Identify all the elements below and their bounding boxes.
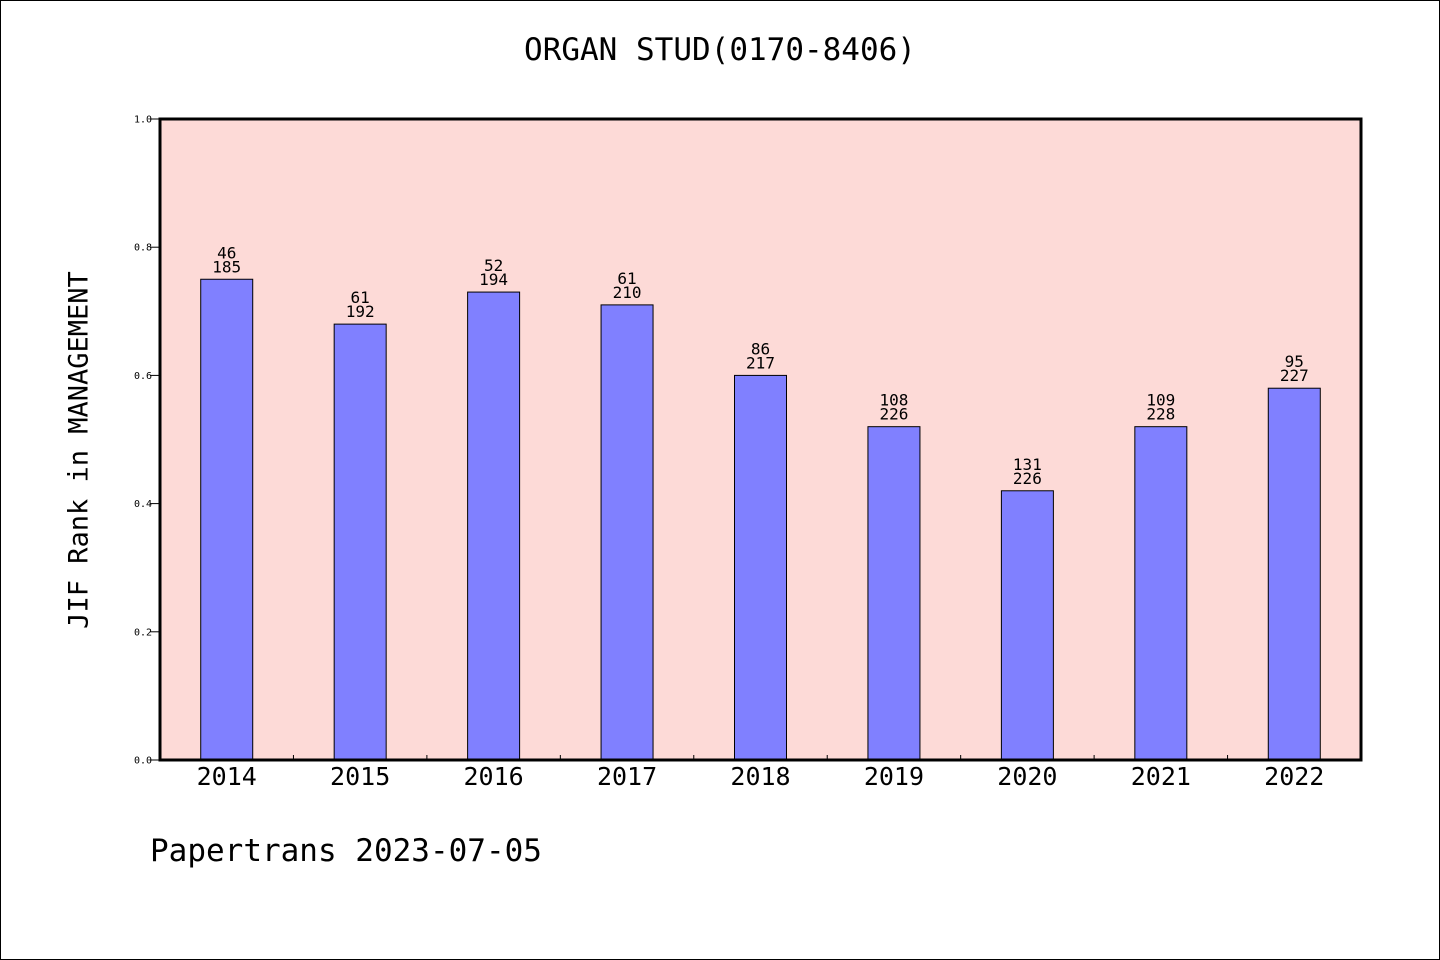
bar-rank-label: 52 [484, 256, 503, 275]
y-tick-label: 1.0 [134, 115, 152, 126]
bar-total-label: 185 [212, 257, 241, 276]
x-tick-label: 2018 [730, 762, 790, 791]
bar-rank-label: 46 [217, 243, 236, 262]
bar [200, 278, 254, 761]
bar-rank-label: 86 [751, 339, 770, 358]
bar-rank-label: 109 [1146, 391, 1175, 410]
bar [600, 304, 654, 761]
bar [467, 291, 521, 761]
bar [734, 374, 787, 761]
y-axis: 0.0 0.2 0.4 0.6 0.8 1.0 [134, 115, 160, 767]
bar [333, 323, 387, 761]
x-tick-label: 2015 [330, 762, 390, 791]
y-tick-label: 0.8 [134, 243, 152, 254]
x-tick-label: 2017 [597, 762, 657, 791]
bar-rank-label: 131 [1013, 455, 1042, 474]
y-tick-label: 0.0 [134, 756, 152, 767]
bar-rank-label: 61 [617, 269, 636, 288]
bar-total-label: 192 [346, 302, 375, 321]
bar [1000, 490, 1054, 761]
bar-total-label: 226 [879, 405, 908, 424]
bar-rank-label: 108 [879, 391, 908, 410]
watermark: Papertrans 2023-07-05 [150, 833, 542, 869]
bar-rank-label: 95 [1285, 352, 1304, 371]
bar-rank-label: 61 [351, 288, 370, 307]
x-tick-label: 2019 [864, 762, 924, 791]
bar-total-label: 227 [1280, 366, 1309, 385]
y-tick-label: 0.4 [134, 499, 152, 510]
bar-total-label: 210 [613, 283, 642, 302]
bar-total-label: 194 [479, 270, 508, 289]
bar-total-label: 226 [1013, 469, 1042, 488]
bar-total-label: 217 [746, 353, 775, 372]
x-tick-label: 2022 [1264, 762, 1324, 791]
plot-border [158, 117, 1363, 762]
x-tick-label: 2014 [197, 762, 257, 791]
x-tick-label: 2016 [464, 762, 524, 791]
x-axis: 2014 2015 2016 2017 2018 2019 2020 2021 2022 [197, 755, 1324, 791]
y-tick-label: 0.6 [134, 371, 152, 382]
y-tick-label: 0.2 [134, 627, 152, 638]
bar [1267, 387, 1321, 761]
bar [867, 426, 921, 761]
bar [1134, 426, 1188, 761]
x-tick-label: 2020 [997, 762, 1057, 791]
chart-title: ORGAN STUD(0170-8406) [524, 32, 916, 68]
x-tick-label: 2021 [1131, 762, 1191, 791]
bar-total-label: 228 [1146, 405, 1175, 424]
